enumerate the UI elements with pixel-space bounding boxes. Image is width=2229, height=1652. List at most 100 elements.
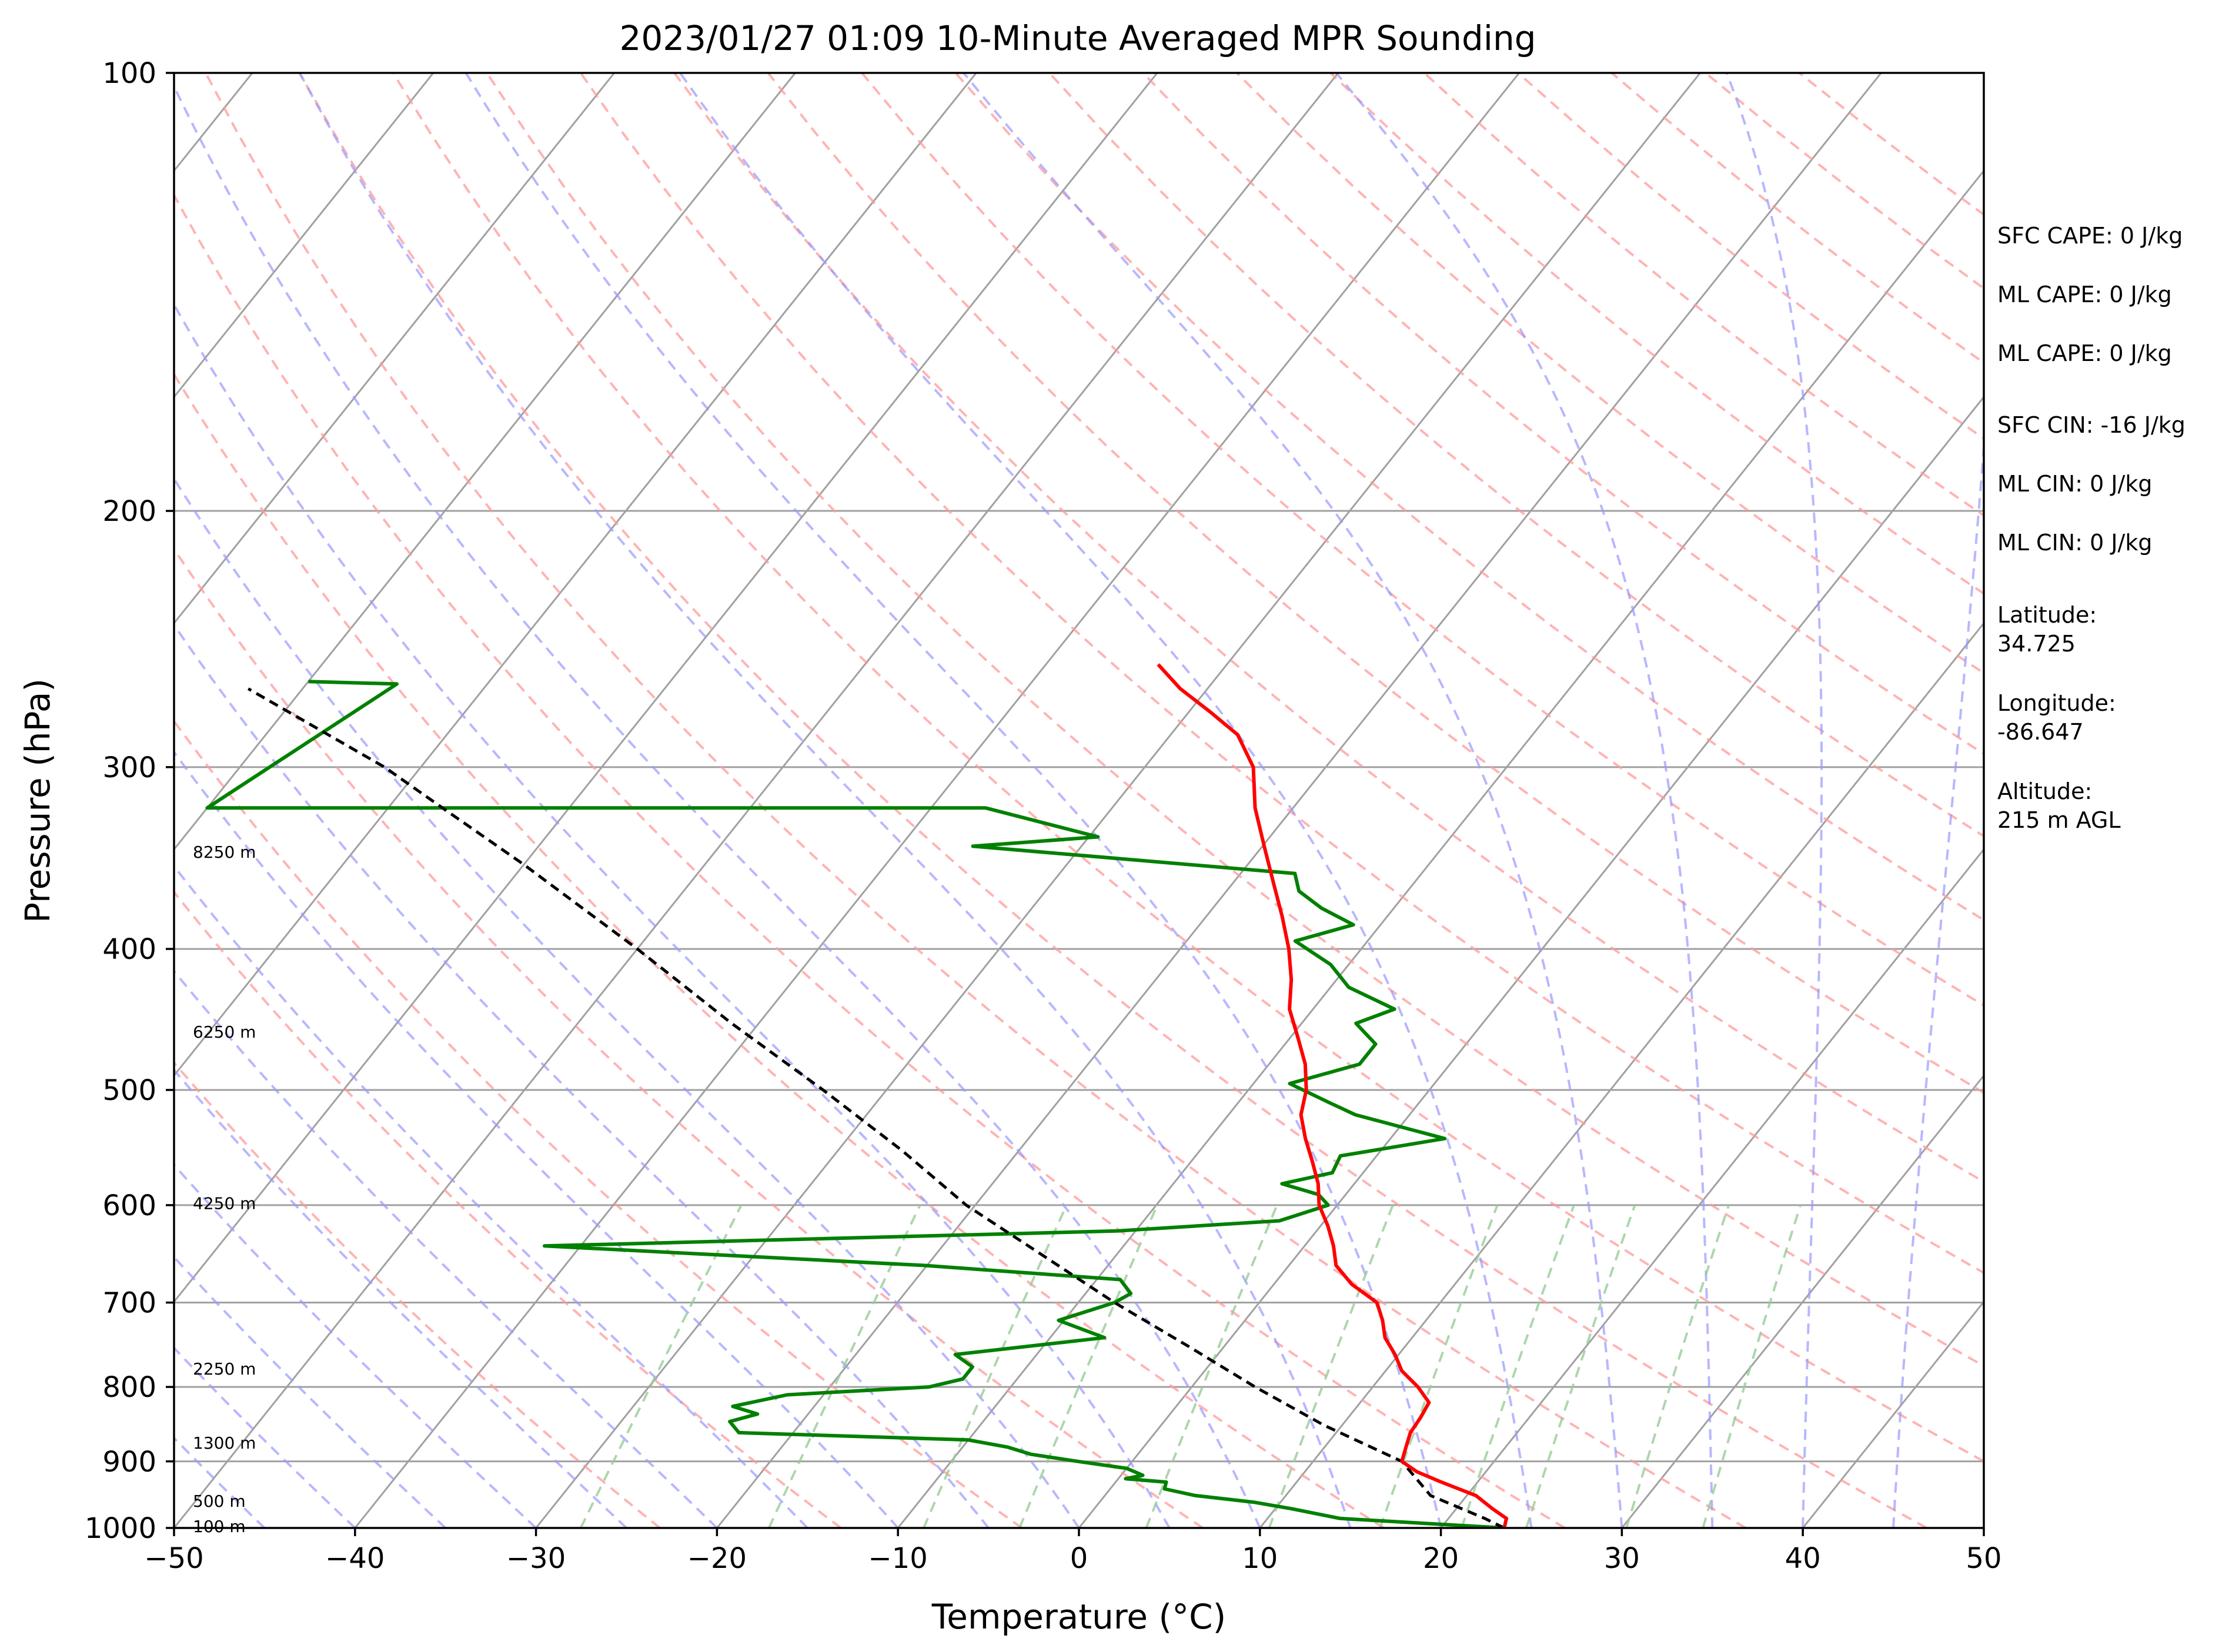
y-tick-label: 700 <box>102 1287 156 1320</box>
isotherm-line <box>174 73 1339 1528</box>
stat-sfc-cape: SFC CAPE: 0 J/kg <box>1997 223 2183 249</box>
moist-adiabat <box>1892 432 1984 1528</box>
altitude-label: Altitude: <box>1997 778 2092 804</box>
dry-adiabat <box>579 73 1984 1275</box>
isotherm-line <box>174 73 796 851</box>
x-tick-label: 10 <box>1242 1542 1278 1575</box>
longitude-value: -86.647 <box>1997 719 2084 745</box>
moist-adiabat <box>174 1163 537 1528</box>
moist-adiabat <box>1335 73 1714 1528</box>
dewpoint-profile <box>205 680 1505 1528</box>
mixing-ratio-line <box>1460 1205 1575 1528</box>
y-tick-label: 400 <box>102 933 156 966</box>
dry-adiabat <box>205 73 1747 1528</box>
mixing-ratio-line <box>1525 1205 1636 1528</box>
y-tick-label: 200 <box>102 495 156 528</box>
y-tick-label: 100 <box>102 57 156 90</box>
isotherm-line <box>1621 1074 1984 1528</box>
y-axis-ticks: 100 200 300 400 500 600 700 800 900 1000 <box>85 57 174 1545</box>
moist-adiabat <box>963 73 1623 1528</box>
mixing-ratio-lines <box>579 1204 1802 1528</box>
dry-adiabat <box>673 73 1984 1183</box>
x-tick-label: −20 <box>687 1542 747 1575</box>
isotherm-line <box>897 169 1984 1528</box>
height-label: 4250 m <box>193 1193 256 1213</box>
x-tick-label: −40 <box>325 1542 385 1575</box>
moist-adiabat <box>174 623 990 1528</box>
y-axis-label: Pressure (hPa) <box>18 678 58 923</box>
x-tick-label: −10 <box>868 1542 928 1575</box>
isotherm-line <box>1440 848 1984 1528</box>
moist-adiabat <box>298 73 1352 1528</box>
x-tick-label: 30 <box>1604 1542 1640 1575</box>
parcel-profile <box>247 687 1505 1528</box>
x-tick-label: 40 <box>1785 1542 1821 1575</box>
latitude-value: 34.725 <box>1997 631 2076 657</box>
sounding-profiles <box>205 663 1509 1528</box>
moist-adiabat <box>174 476 1080 1528</box>
moist-adiabat <box>174 750 899 1528</box>
isotherm-line <box>174 73 435 399</box>
dry-adiabat-lines <box>174 73 1984 1528</box>
height-label: 8250 m <box>193 842 256 862</box>
dry-adiabat <box>174 1061 661 1528</box>
x-axis-ticks: −50 −40 −30 −20 −10 0 10 20 30 40 50 <box>144 1528 2002 1575</box>
dry-adiabat <box>174 890 842 1528</box>
height-label: 2250 m <box>193 1359 256 1379</box>
height-label: 6250 m <box>193 1022 256 1042</box>
mixing-ratio-line <box>1268 1205 1394 1528</box>
dry-adiabat <box>954 73 1984 922</box>
isotherm-line <box>1259 621 1984 1528</box>
dry-adiabat <box>767 73 1984 1095</box>
mixing-ratio-line <box>1625 1205 1730 1528</box>
y-tick-label: 500 <box>102 1074 156 1107</box>
moist-adiabat <box>174 864 808 1528</box>
dry-adiabat <box>486 73 1984 1367</box>
x-axis-label: Temperature (°C) <box>931 1597 1227 1637</box>
isotherm-line <box>174 73 1158 1303</box>
stat-ml-cape: ML CAPE: 0 J/kg <box>1997 282 2172 307</box>
y-tick-label: 1000 <box>85 1512 156 1545</box>
x-tick-label: 0 <box>1070 1542 1088 1575</box>
x-tick-label: 20 <box>1423 1542 1459 1575</box>
moist-adiabat <box>174 1346 356 1528</box>
x-tick-label: −30 <box>506 1542 566 1575</box>
dry-adiabat <box>174 372 1385 1528</box>
stat-ml-cape: ML CAPE: 0 J/kg <box>1997 340 2172 366</box>
height-label: 1300 m <box>193 1433 256 1453</box>
moist-adiabat <box>174 1068 627 1528</box>
dry-adiabat <box>174 547 1204 1528</box>
isotherm-line <box>354 73 1520 1528</box>
isotherm-line <box>1078 395 1984 1528</box>
isotherm-line <box>716 73 1882 1528</box>
dry-adiabat <box>861 73 1984 1007</box>
mixing-ratio-line <box>1702 1205 1802 1528</box>
height-label: 500 m <box>193 1492 246 1511</box>
height-label: 100 m <box>193 1517 246 1536</box>
y-tick-label: 600 <box>102 1189 156 1222</box>
moist-adiabat <box>174 83 1261 1528</box>
isotherm-lines <box>174 73 1984 1528</box>
moist-adiabat <box>679 73 1533 1528</box>
y-tick-label: 800 <box>102 1371 156 1404</box>
x-tick-label: 50 <box>1966 1542 2001 1575</box>
dry-adiabat <box>298 73 1927 1528</box>
isotherm-line <box>174 73 615 625</box>
stat-ml-cin: ML CIN: 0 J/kg <box>1997 471 2152 497</box>
mixing-ratio-line <box>1379 1205 1499 1528</box>
moist-adiabat <box>1725 73 1823 1528</box>
isotherm-line <box>174 73 977 1077</box>
y-tick-label: 300 <box>102 751 156 784</box>
stat-ml-cin: ML CIN: 0 J/kg <box>1997 530 2152 556</box>
moist-adiabat-lines <box>174 73 1984 1528</box>
isotherm-line <box>535 73 1701 1528</box>
height-labels: 8250 m 6250 m 4250 m 2250 m 1300 m 500 m 100 m <box>193 842 256 1536</box>
stat-sfc-cin: SFC CIN: -16 J/kg <box>1997 412 2185 438</box>
mixing-ratio-line <box>767 1205 921 1528</box>
moist-adiabat <box>174 1255 447 1528</box>
dry-adiabat <box>392 73 1984 1463</box>
mixing-ratio-line <box>579 1204 743 1528</box>
longitude-label: Longitude: <box>1997 690 2116 716</box>
